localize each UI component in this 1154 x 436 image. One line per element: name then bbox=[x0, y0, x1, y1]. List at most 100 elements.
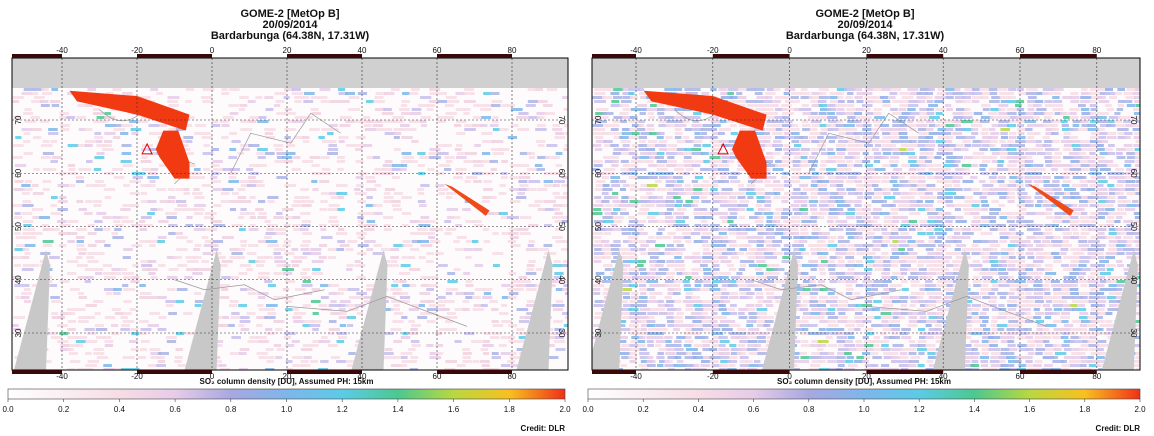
so2-pixel bbox=[445, 360, 457, 363]
so2-pixel bbox=[899, 184, 911, 187]
so2-pixel bbox=[94, 228, 103, 231]
so2-pixel bbox=[480, 348, 489, 351]
so2-pixel bbox=[808, 160, 818, 163]
so2-pixel bbox=[775, 280, 786, 283]
so2-pixel bbox=[692, 120, 700, 123]
so2-pixel bbox=[982, 160, 991, 163]
so2-pixel bbox=[1078, 104, 1086, 107]
so2-pixel bbox=[103, 368, 115, 370]
so2-pixel bbox=[773, 140, 782, 143]
so2-pixel bbox=[1015, 212, 1027, 215]
so2-pixel bbox=[620, 208, 627, 211]
so2-pixel bbox=[1117, 208, 1124, 211]
so2-pixel bbox=[1126, 256, 1137, 259]
so2-pixel bbox=[862, 116, 872, 119]
so2-pixel bbox=[240, 148, 250, 151]
so2-pixel bbox=[766, 104, 778, 107]
so2-pixel bbox=[963, 168, 970, 171]
so2-pixel bbox=[673, 188, 685, 191]
so2-pixel bbox=[240, 240, 248, 243]
so2-pixel bbox=[683, 172, 690, 175]
so2-pixel bbox=[1043, 296, 1055, 299]
so2-pixel bbox=[1096, 316, 1103, 319]
so2-pixel bbox=[811, 172, 820, 175]
so2-pixel bbox=[685, 328, 693, 331]
so2-pixel bbox=[420, 124, 427, 127]
so2-pixel bbox=[700, 128, 713, 131]
map-area bbox=[592, 58, 1140, 370]
so2-pixel bbox=[916, 124, 928, 127]
so2-pixel bbox=[1090, 304, 1103, 307]
so2-pixel bbox=[602, 188, 613, 191]
so2-pixel bbox=[186, 176, 198, 179]
so2-pixel bbox=[1079, 328, 1088, 331]
so2-pixel bbox=[339, 124, 351, 127]
so2-pixel bbox=[817, 284, 826, 287]
so2-pixel bbox=[649, 132, 661, 135]
so2-pixel bbox=[354, 144, 366, 147]
so2-pixel bbox=[536, 140, 546, 143]
so2-pixel bbox=[354, 304, 366, 307]
so2-pixel bbox=[863, 120, 870, 123]
so2-pixel bbox=[1069, 96, 1080, 99]
so2-pixel bbox=[853, 232, 863, 235]
so2-pixel bbox=[1106, 264, 1116, 267]
so2-pixel bbox=[426, 104, 436, 107]
so2-pixel bbox=[703, 284, 711, 287]
so2-pixel bbox=[631, 144, 643, 147]
so2-pixel bbox=[1125, 124, 1137, 127]
so2-pixel bbox=[1006, 196, 1016, 199]
so2-pixel bbox=[747, 128, 759, 131]
so2-pixel bbox=[619, 328, 631, 331]
so2-pixel bbox=[553, 276, 562, 279]
so2-pixel bbox=[691, 88, 701, 91]
so2-pixel bbox=[999, 232, 1011, 235]
so2-pixel bbox=[736, 236, 748, 239]
so2-pixel bbox=[112, 308, 121, 311]
so2-pixel bbox=[864, 140, 873, 143]
so2-pixel bbox=[132, 276, 140, 279]
so2-pixel bbox=[1018, 256, 1026, 259]
so2-pixel bbox=[592, 288, 601, 291]
so2-pixel bbox=[630, 248, 639, 251]
so2-pixel bbox=[1126, 152, 1137, 155]
so2-pixel bbox=[908, 136, 918, 139]
so2-pixel bbox=[853, 164, 863, 167]
so2-pixel bbox=[355, 176, 364, 179]
so2-pixel bbox=[764, 180, 771, 183]
so2-pixel bbox=[429, 156, 441, 159]
so2-pixel bbox=[601, 116, 609, 119]
so2-pixel bbox=[23, 132, 31, 135]
so2-pixel bbox=[1069, 272, 1080, 275]
so2-pixel bbox=[998, 108, 1006, 111]
so2-pixel bbox=[739, 224, 750, 227]
so2-pixel bbox=[916, 96, 927, 99]
so2-pixel bbox=[60, 312, 72, 315]
so2-pixel bbox=[1124, 228, 1132, 231]
so2-pixel bbox=[628, 236, 639, 239]
so2-pixel bbox=[702, 240, 709, 243]
so2-pixel bbox=[874, 144, 882, 147]
so2-pixel bbox=[219, 264, 228, 267]
so2-pixel bbox=[355, 160, 364, 163]
colorbar-tick-label: 0.4 bbox=[114, 405, 126, 414]
so2-pixel bbox=[901, 272, 908, 275]
so2-pixel bbox=[472, 248, 483, 251]
so2-pixel bbox=[311, 112, 321, 115]
so2-pixel bbox=[765, 236, 776, 239]
so2-pixel bbox=[847, 176, 858, 179]
so2-pixel bbox=[283, 240, 292, 243]
so2-pixel bbox=[203, 216, 215, 219]
so2-pixel bbox=[622, 240, 632, 243]
so2-pixel bbox=[1108, 188, 1121, 191]
so2-pixel bbox=[844, 156, 856, 159]
so2-pixel bbox=[702, 268, 712, 271]
so2-pixel bbox=[246, 312, 256, 315]
so2-pixel bbox=[21, 128, 32, 131]
so2-pixel bbox=[228, 104, 240, 107]
so2-pixel bbox=[409, 220, 421, 223]
so2-pixel bbox=[213, 224, 226, 227]
so2-pixel bbox=[498, 344, 507, 347]
so2-pixel bbox=[103, 140, 113, 143]
so2-pixel bbox=[94, 240, 106, 243]
